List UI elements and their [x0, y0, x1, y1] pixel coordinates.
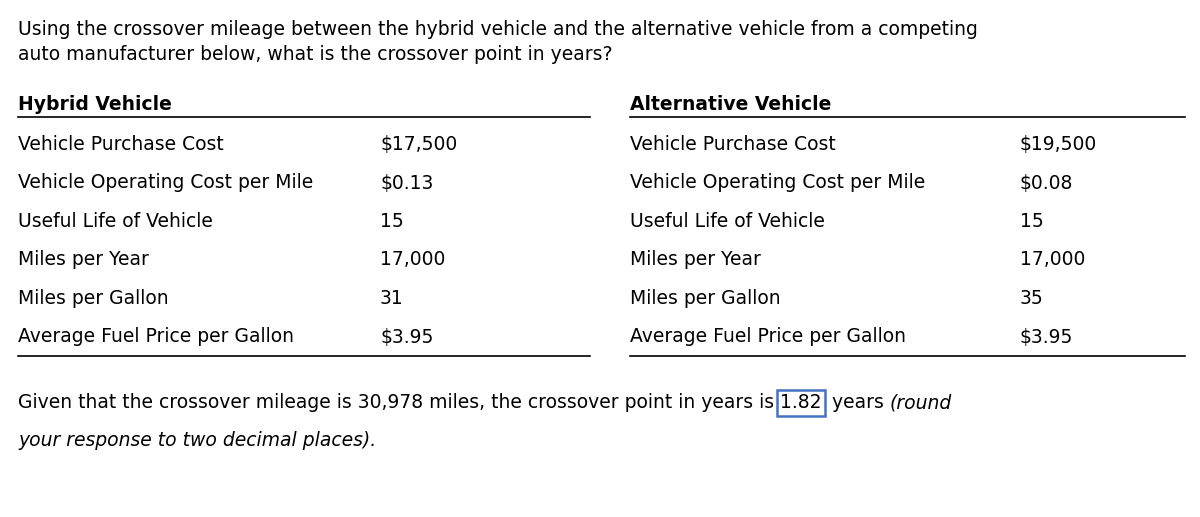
Text: Using the crossover mileage between the hybrid vehicle and the alternative vehic: Using the crossover mileage between the … [18, 20, 978, 39]
Text: Miles per Year: Miles per Year [18, 251, 149, 269]
Text: $17,500: $17,500 [380, 135, 457, 154]
Text: Useful Life of Vehicle: Useful Life of Vehicle [630, 212, 824, 231]
Text: 35: 35 [1020, 289, 1044, 308]
Text: 31: 31 [380, 289, 403, 308]
Text: $0.08: $0.08 [1020, 174, 1073, 192]
Text: Average Fuel Price per Gallon: Average Fuel Price per Gallon [630, 327, 906, 346]
Text: 1.82: 1.82 [780, 393, 822, 413]
Text: (round: (round [889, 393, 952, 413]
Text: Hybrid Vehicle: Hybrid Vehicle [18, 95, 172, 114]
Text: Useful Life of Vehicle: Useful Life of Vehicle [18, 212, 212, 231]
Text: auto manufacturer below, what is the crossover point in years?: auto manufacturer below, what is the cro… [18, 45, 612, 64]
Text: 15: 15 [1020, 212, 1044, 231]
Text: Miles per Year: Miles per Year [630, 251, 761, 269]
Text: your response to two decimal places).: your response to two decimal places). [18, 431, 377, 449]
Text: Vehicle Operating Cost per Mile: Vehicle Operating Cost per Mile [18, 174, 313, 192]
Text: Vehicle Operating Cost per Mile: Vehicle Operating Cost per Mile [630, 174, 925, 192]
Text: 15: 15 [380, 212, 403, 231]
Text: 17,000: 17,000 [380, 251, 445, 269]
Text: $19,500: $19,500 [1020, 135, 1097, 154]
Text: Vehicle Purchase Cost: Vehicle Purchase Cost [630, 135, 835, 154]
Text: $0.13: $0.13 [380, 174, 433, 192]
Text: Given that the crossover mileage is 30,978 miles, the crossover point in years i: Given that the crossover mileage is 30,9… [18, 393, 780, 413]
Text: Average Fuel Price per Gallon: Average Fuel Price per Gallon [18, 327, 294, 346]
Text: $3.95: $3.95 [380, 327, 433, 346]
Text: years: years [826, 393, 889, 413]
Text: Alternative Vehicle: Alternative Vehicle [630, 95, 832, 114]
Text: Vehicle Purchase Cost: Vehicle Purchase Cost [18, 135, 223, 154]
Text: $3.95: $3.95 [1020, 327, 1073, 346]
Text: Miles per Gallon: Miles per Gallon [18, 289, 169, 308]
Text: Miles per Gallon: Miles per Gallon [630, 289, 781, 308]
Text: 17,000: 17,000 [1020, 251, 1085, 269]
